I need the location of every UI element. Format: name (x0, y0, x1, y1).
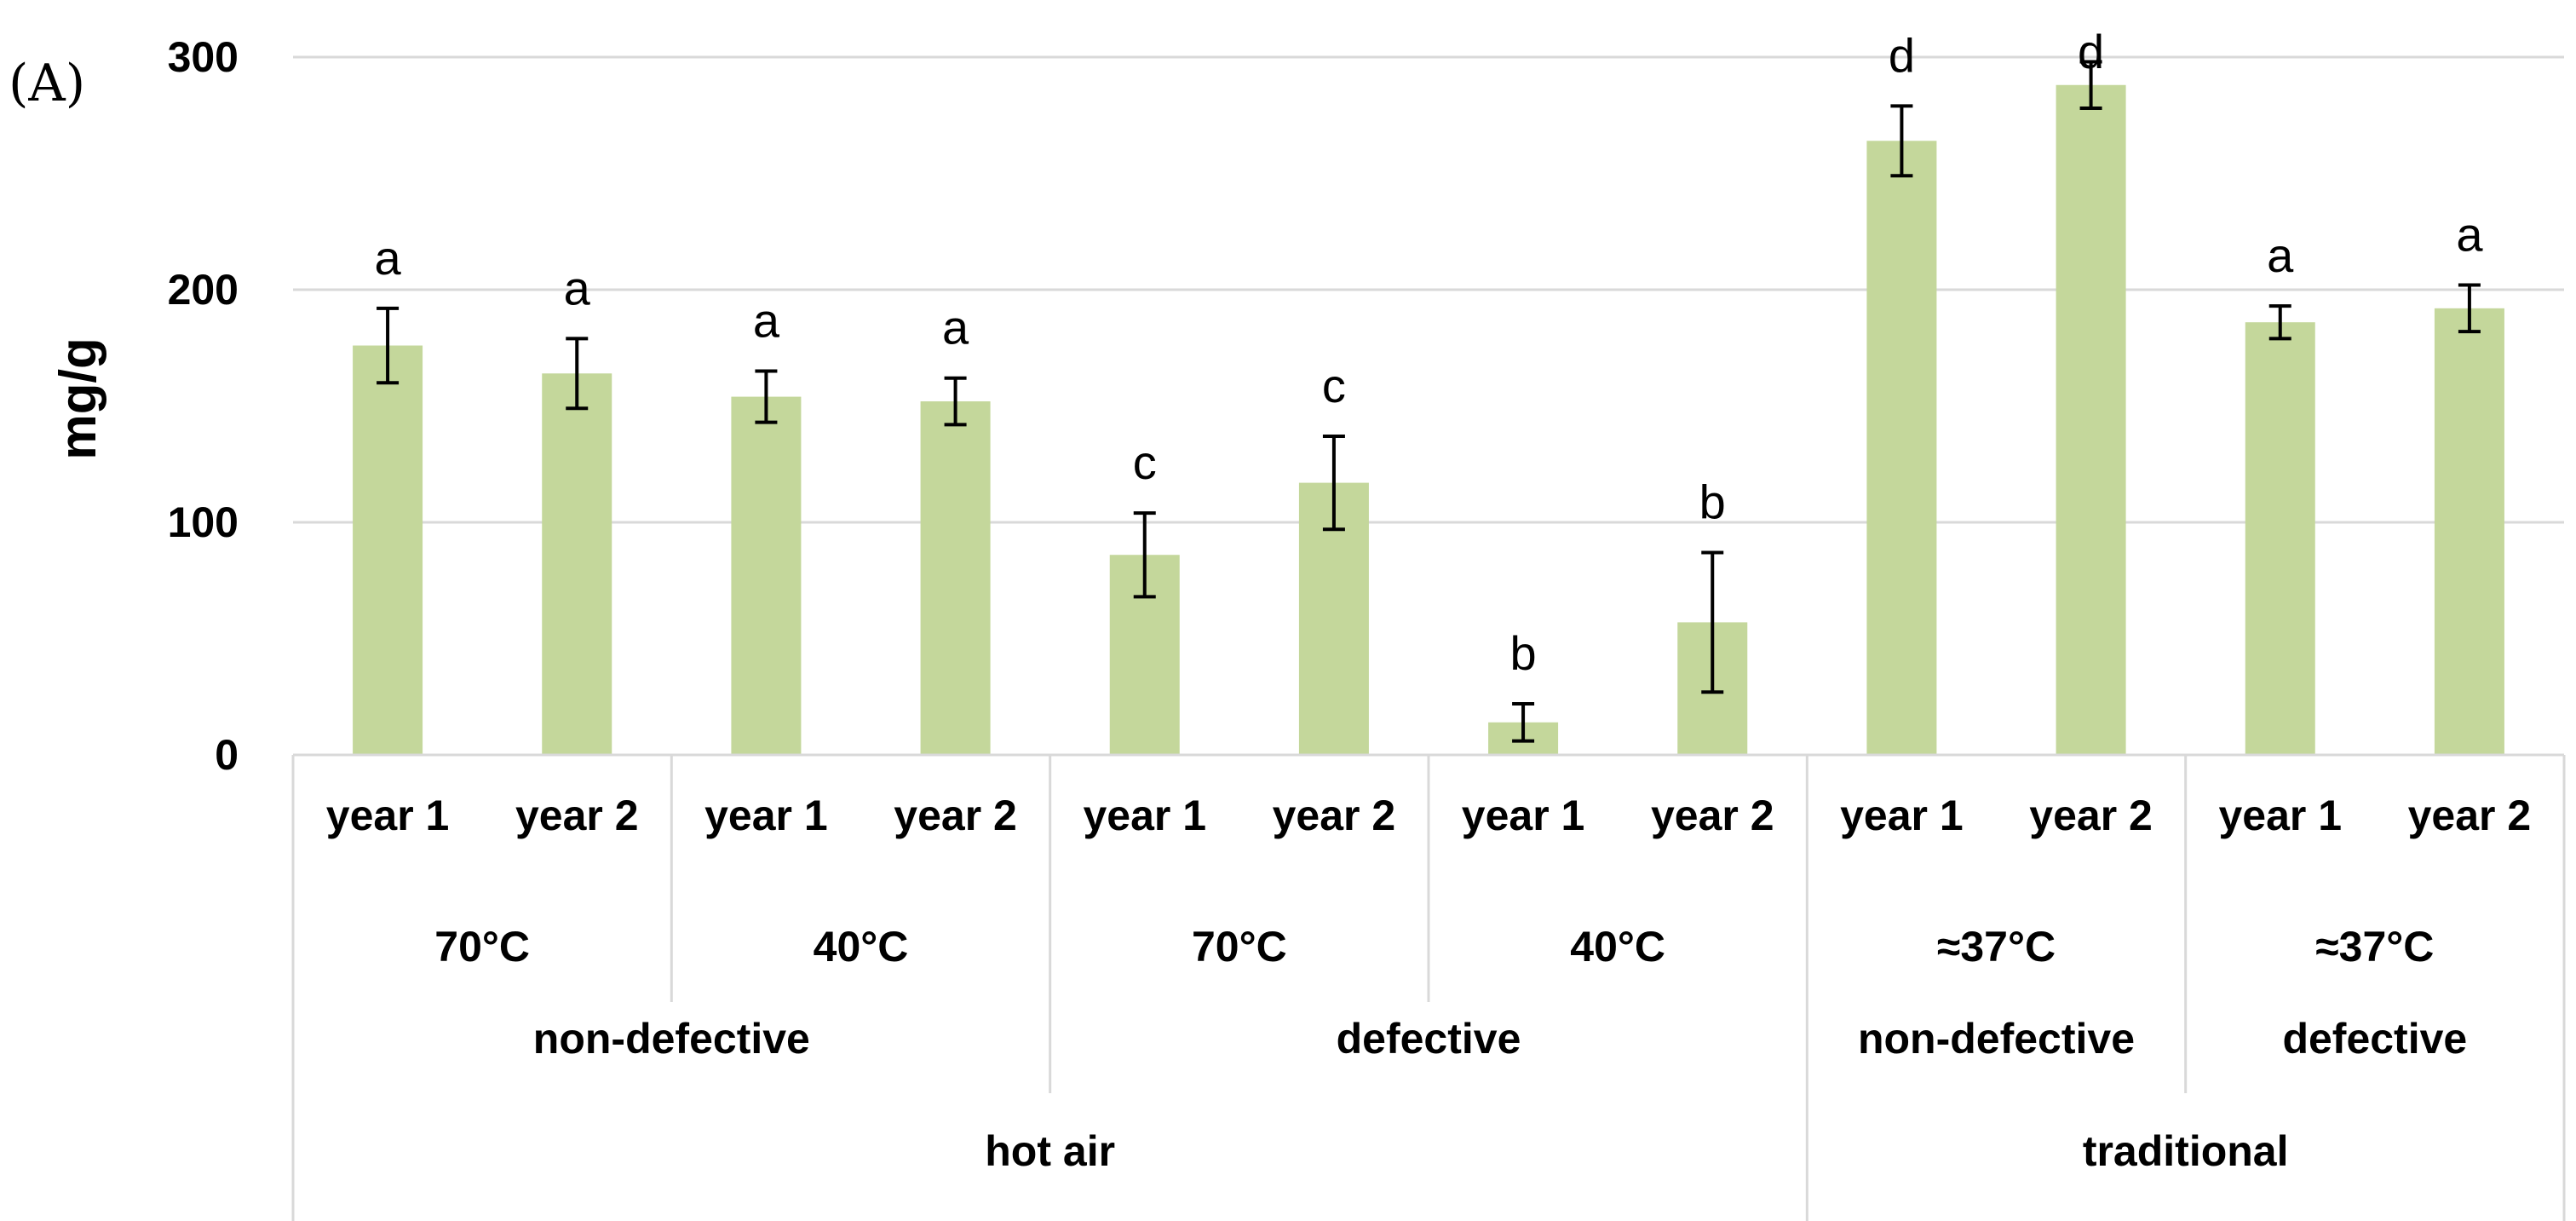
bar (542, 373, 612, 755)
y-tick-label: 0 (215, 731, 239, 779)
group-label: 70°C (434, 923, 530, 970)
x-tick-label: year 1 (2218, 792, 2342, 839)
y-tick-label: 200 (168, 266, 239, 314)
group-label: defective (1337, 1015, 1521, 1063)
group-label: 70°C (1192, 923, 1287, 970)
y-axis-title: mg/g (49, 337, 106, 459)
significance-letters: a a a a c c b b d d a a (375, 25, 2484, 680)
bar (353, 345, 423, 755)
y-tick-label: 300 (168, 33, 239, 81)
significance-letter: b (1699, 475, 1726, 528)
category-axis: year 1 year 2 year 1 year 2 year 1 year 2 year… (291, 753, 2566, 1221)
group-label: traditional (2083, 1127, 2289, 1175)
bar (2056, 84, 2126, 755)
significance-letter: c (1322, 359, 1346, 412)
error-bar (1133, 511, 1156, 599)
x-tick-label: year 1 (1840, 792, 1964, 839)
x-tick-label: year 2 (1273, 792, 1396, 839)
error-bar (1701, 550, 1724, 694)
error-bar (2268, 304, 2291, 341)
group-label: ≈37°C (1937, 923, 2056, 970)
group-label: non-defective (533, 1015, 810, 1063)
error-bar (944, 376, 967, 427)
bar (2434, 308, 2504, 756)
y-tick-label: 100 (168, 498, 239, 546)
x-tick-label: year 2 (2029, 792, 2153, 839)
bars (353, 84, 2504, 756)
error-bar (377, 306, 400, 385)
gridlines (293, 55, 2564, 524)
bar (2245, 322, 2315, 755)
error-bar (1890, 104, 1913, 178)
x-tick-label: year 2 (1651, 792, 1774, 839)
error-bar (566, 337, 589, 411)
x-tick-label: year 1 (1462, 792, 1585, 839)
group-label: non-defective (1858, 1015, 2135, 1063)
significance-letter: a (2267, 228, 2294, 282)
group-label: ≈37°C (2315, 923, 2434, 970)
significance-letter: a (753, 294, 780, 348)
bar (1866, 141, 1937, 755)
x-tick-label: year 2 (2408, 792, 2532, 839)
error-bar (2079, 60, 2102, 111)
error-bar (755, 369, 778, 424)
group-label: defective (2282, 1015, 2467, 1063)
error-bars (377, 60, 2481, 743)
significance-letter: b (1510, 626, 1537, 680)
bar (731, 396, 802, 755)
significance-letter: d (1889, 28, 1915, 82)
x-tick-label: year 2 (894, 792, 1017, 839)
significance-letter: c (1133, 435, 1157, 489)
panel-label: (A) (9, 54, 85, 113)
x-tick-label: year 1 (326, 792, 450, 839)
error-bar (1322, 434, 1345, 532)
x-tick-label: year 1 (704, 792, 828, 839)
bar (920, 401, 991, 755)
group-label: hot air (985, 1127, 1115, 1175)
significance-letter: a (564, 261, 591, 314)
significance-letter: a (2456, 208, 2483, 262)
error-bar (1512, 701, 1535, 743)
x-tick-label: year 2 (515, 792, 639, 839)
group-label: 40°C (1570, 923, 1665, 970)
significance-letter: a (942, 301, 969, 354)
significance-letter: a (375, 231, 402, 285)
x-tick-label: year 1 (1083, 792, 1206, 839)
error-bar (2458, 283, 2481, 334)
y-tick-labels: 0 100 200 300 (168, 33, 239, 779)
significance-letter: d (2078, 25, 2104, 78)
group-label: 40°C (814, 923, 909, 970)
